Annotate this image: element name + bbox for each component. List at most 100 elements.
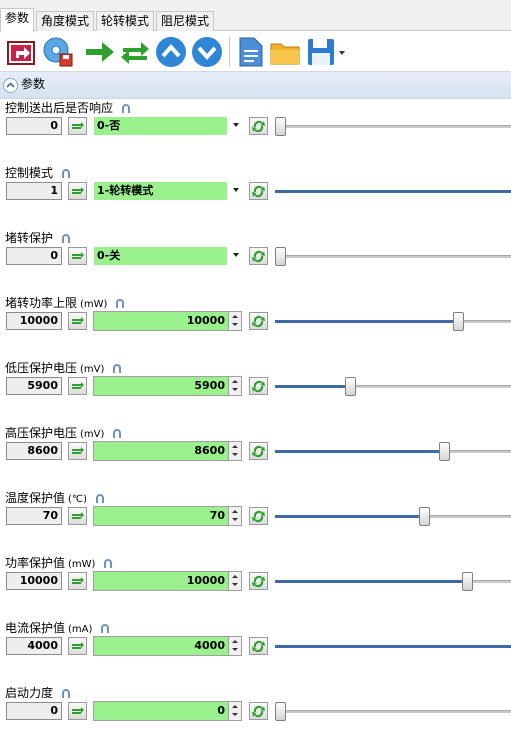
slider-thumb[interactable]	[419, 507, 430, 526]
spin-up-icon[interactable]	[232, 640, 238, 643]
info-icon[interactable]	[112, 363, 123, 374]
slider-thumb[interactable]	[452, 312, 464, 331]
refresh-button[interactable]	[249, 572, 268, 590]
spinbox-value[interactable]: 8600	[194, 444, 225, 457]
spin-up-icon[interactable]	[232, 575, 238, 578]
spin-down-icon[interactable]	[232, 323, 238, 326]
slider-track[interactable]	[275, 710, 511, 713]
spin-down-icon[interactable]	[232, 453, 238, 456]
info-icon[interactable]	[115, 298, 126, 309]
send-button[interactable]	[68, 247, 87, 265]
refresh-button[interactable]	[249, 377, 268, 395]
info-icon[interactable]	[61, 233, 72, 244]
slider-thumb[interactable]	[275, 247, 286, 266]
slider-track[interactable]	[275, 320, 511, 323]
dropdown-arrow-icon[interactable]	[233, 123, 239, 127]
slider-thumb[interactable]	[439, 442, 451, 461]
spin-down-icon[interactable]	[232, 583, 238, 586]
send-button[interactable]	[68, 507, 87, 525]
slider-track[interactable]	[275, 515, 511, 518]
info-icon[interactable]	[103, 558, 114, 569]
send-button[interactable]	[68, 702, 87, 720]
collapse-chevron-icon[interactable]	[3, 78, 18, 93]
slider-track[interactable]	[275, 580, 511, 583]
value-spinbox[interactable]: 8600	[93, 441, 242, 461]
value-select[interactable]: 1-轮转模式	[93, 181, 241, 201]
value-spinbox[interactable]: 5900	[93, 376, 242, 396]
tab-damping-mode[interactable]: 阻尼模式	[156, 11, 215, 31]
value-spinbox[interactable]: 70	[93, 506, 242, 526]
floppy-save-icon[interactable]	[305, 36, 337, 68]
tab-wheel-mode[interactable]: 轮转模式	[96, 11, 155, 31]
params-section-header[interactable]: 参数	[0, 72, 511, 99]
slider-thumb[interactable]	[275, 117, 286, 136]
refresh-button[interactable]	[249, 507, 268, 525]
dropdown-arrow-icon[interactable]	[233, 253, 239, 257]
refresh-button[interactable]	[249, 182, 268, 200]
info-icon[interactable]	[61, 168, 72, 179]
send-button[interactable]	[68, 572, 87, 590]
spinbox-value[interactable]: 10000	[186, 314, 225, 327]
slider-track[interactable]	[275, 645, 511, 648]
tab-angle-mode[interactable]: 角度模式	[36, 11, 95, 31]
value-spinbox[interactable]: 10000	[93, 571, 242, 591]
slider-track[interactable]	[275, 125, 511, 128]
value-select[interactable]: 0-关	[93, 246, 241, 266]
value-spinbox[interactable]: 4000	[93, 636, 242, 656]
export-icon[interactable]	[5, 36, 37, 68]
arrow-right-icon[interactable]	[84, 36, 116, 68]
send-button[interactable]	[68, 442, 87, 460]
info-icon[interactable]	[95, 493, 106, 504]
spin-down-icon[interactable]	[232, 713, 238, 716]
slider-thumb[interactable]	[344, 377, 356, 396]
folder-icon[interactable]	[269, 36, 301, 68]
spin-down-icon[interactable]	[232, 518, 238, 521]
info-icon[interactable]	[100, 623, 111, 634]
tab-params[interactable]: 参数	[0, 8, 35, 32]
slider-track[interactable]	[275, 190, 511, 193]
send-button[interactable]	[68, 312, 87, 330]
slider-track[interactable]	[275, 450, 511, 453]
slider-thumb[interactable]	[461, 572, 473, 591]
refresh-button[interactable]	[249, 247, 268, 265]
refresh-button[interactable]	[249, 442, 268, 460]
send-icon	[72, 317, 84, 324]
document-icon[interactable]	[234, 36, 266, 68]
spinbox-value[interactable]: 0	[217, 704, 225, 717]
send-button[interactable]	[68, 182, 87, 200]
refresh-button[interactable]	[249, 312, 268, 330]
spin-down-icon[interactable]	[232, 388, 238, 391]
refresh-button[interactable]	[249, 702, 268, 720]
spinbox-value[interactable]: 5900	[194, 379, 225, 392]
dropdown-arrow-icon[interactable]	[233, 188, 239, 192]
spin-up-icon[interactable]	[232, 510, 238, 513]
disc-save-icon[interactable]	[42, 36, 74, 68]
refresh-button[interactable]	[249, 117, 268, 135]
info-icon[interactable]	[61, 688, 72, 699]
slider-thumb[interactable]	[275, 702, 286, 721]
send-button[interactable]	[68, 637, 87, 655]
refresh-button[interactable]	[249, 637, 268, 655]
value-spinbox[interactable]: 10000	[93, 311, 242, 331]
value-spinbox[interactable]: 0	[93, 701, 242, 721]
spin-up-icon[interactable]	[232, 380, 238, 383]
spinbox-value[interactable]: 70	[209, 509, 225, 522]
send-button[interactable]	[68, 117, 87, 135]
slider-track[interactable]	[275, 255, 511, 258]
spin-down-icon[interactable]	[232, 648, 238, 651]
slider-track[interactable]	[275, 385, 511, 388]
value-select[interactable]: 0-否	[93, 116, 241, 136]
chevron-up-circle-icon[interactable]	[155, 36, 187, 68]
spin-up-icon[interactable]	[232, 705, 238, 708]
spinbox-value[interactable]: 4000	[194, 639, 225, 652]
info-icon[interactable]	[112, 428, 123, 439]
spin-up-icon[interactable]	[232, 445, 238, 448]
chevron-down-circle-icon[interactable]	[191, 36, 223, 68]
spinbox-value[interactable]: 10000	[186, 574, 225, 587]
spin-up-icon[interactable]	[232, 315, 238, 318]
info-icon[interactable]	[121, 103, 132, 114]
param-name: 电流保护值	[5, 621, 66, 635]
sync-icon[interactable]	[119, 36, 151, 68]
dropdown-arrow-icon[interactable]	[338, 49, 346, 57]
send-button[interactable]	[68, 377, 87, 395]
